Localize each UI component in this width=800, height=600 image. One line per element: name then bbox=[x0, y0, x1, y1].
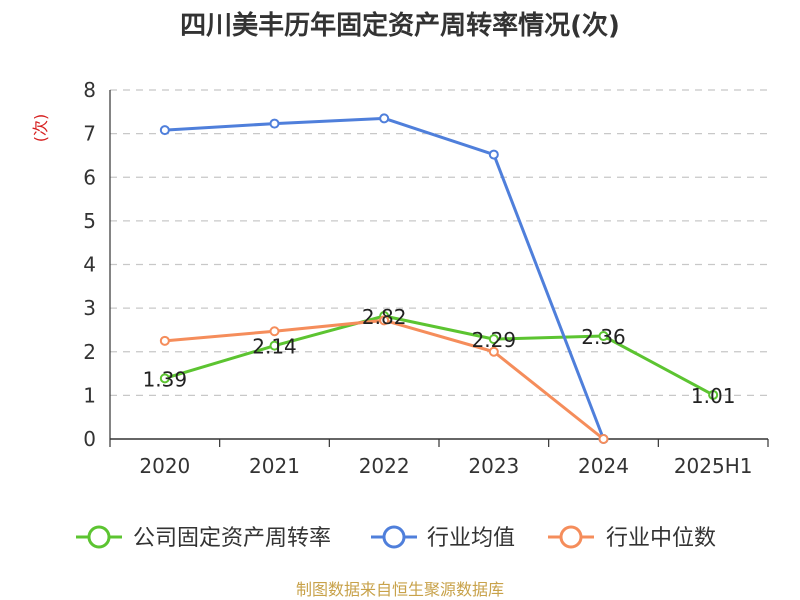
x-tick-label: 2025H1 bbox=[674, 454, 753, 478]
data-point bbox=[159, 373, 170, 384]
y-tick-label: 7 bbox=[83, 122, 96, 146]
x-tick-label: 2021 bbox=[249, 454, 300, 478]
series-line-0 bbox=[164, 314, 714, 397]
data-point bbox=[488, 346, 499, 357]
data-point bbox=[598, 434, 609, 444]
data-point bbox=[379, 113, 390, 124]
y-tick-label: 2 bbox=[83, 340, 96, 364]
legend-swatch-marker bbox=[559, 525, 583, 549]
y-tick-label: 4 bbox=[83, 253, 96, 277]
legend-label: 行业均值 bbox=[427, 526, 515, 551]
series-line-1 bbox=[164, 116, 605, 440]
data-label: 2.82 bbox=[362, 305, 407, 329]
data-point bbox=[708, 389, 719, 400]
data-point bbox=[379, 315, 390, 326]
grid-lines bbox=[110, 89, 768, 396]
data-point bbox=[269, 118, 280, 129]
y-tick-label: 8 bbox=[83, 78, 96, 102]
y-tick-label: 6 bbox=[83, 165, 96, 189]
x-tick-label: 2020 bbox=[139, 454, 190, 478]
data-point bbox=[159, 125, 170, 136]
data-label: 2.14 bbox=[252, 335, 297, 359]
data-label: 1.39 bbox=[143, 367, 188, 391]
legend-swatch-marker bbox=[382, 525, 406, 549]
y-tick-label: 0 bbox=[83, 427, 96, 451]
x-tick-label: 2023 bbox=[468, 454, 519, 478]
legend-label: 公司固定资产周转率 bbox=[133, 526, 331, 551]
y-axis-label: (次) bbox=[31, 114, 50, 143]
data-label: 2.36 bbox=[581, 325, 626, 349]
data-point bbox=[269, 340, 280, 351]
data-point bbox=[488, 334, 499, 345]
axes: 0 1 2 3 4 5 6 7 8 2020 2021 2022 2023 2024 2025H1 bbox=[83, 78, 769, 478]
legend: 公司固定资产周转率 行业均值 行业中位数 bbox=[76, 525, 716, 551]
source-note: 制图数据来自恒生聚源数据库 bbox=[296, 580, 504, 599]
legend-label: 行业中位数 bbox=[606, 526, 716, 551]
data-labels: 1.39 2.14 2.82 2.29 2.36 1.01 bbox=[143, 305, 736, 408]
x-tick-label: 2022 bbox=[359, 454, 410, 478]
y-tick-label: 1 bbox=[83, 383, 96, 407]
data-point bbox=[269, 326, 280, 337]
data-label: 1.01 bbox=[691, 384, 736, 408]
data-point bbox=[488, 149, 499, 160]
data-point bbox=[598, 331, 609, 342]
y-tick-label: 3 bbox=[83, 296, 96, 320]
series-layer bbox=[159, 113, 719, 444]
data-label: 2.29 bbox=[472, 328, 517, 352]
data-point bbox=[159, 335, 170, 346]
chart-title: 四川美丰历年固定资产周转率情况(次) bbox=[180, 10, 620, 41]
y-tick-label: 5 bbox=[83, 209, 96, 233]
x-tick-label: 2024 bbox=[578, 454, 629, 478]
legend-swatch-marker bbox=[87, 525, 111, 549]
